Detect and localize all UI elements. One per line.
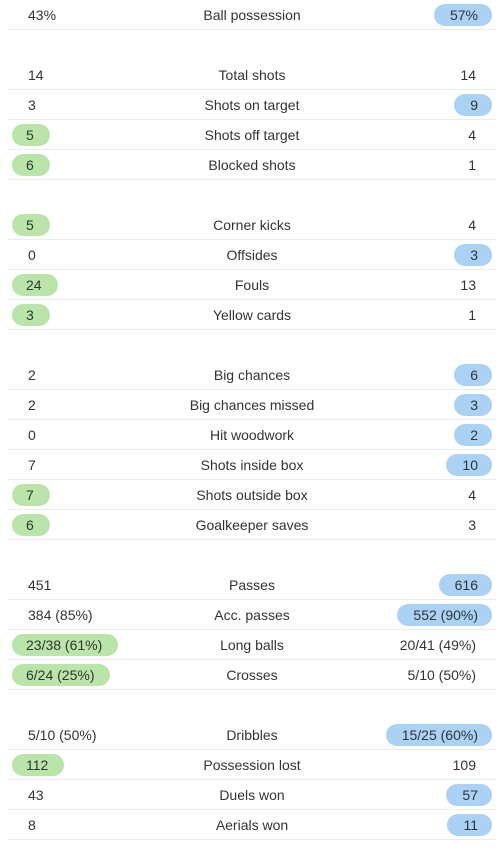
stat-group: 43% Ball possession 57% [0,0,503,30]
stat-row: 2 Big chances 6 [8,360,496,390]
stat-group: 5/10 (50%) Dribbles 15/25 (60%) 112 Possessi… [0,720,503,840]
home-value: 7 [28,457,36,473]
away-value: 6 [454,364,492,386]
stat-label: Goalkeeper saves [195,517,309,533]
home-value: 2 [28,397,36,413]
stat-label: Big chances [213,367,291,383]
home-value: 5 [12,124,50,146]
away-value: 10 [446,454,492,476]
stat-group: 14 Total shots 14 3 Shots on target 9 5 Shots o… [0,60,503,180]
home-value: 6/24 (25%) [12,664,111,686]
away-value: 9 [454,94,492,116]
home-value: 451 [28,577,52,593]
stat-label: Crosses [226,667,278,683]
home-value: 8 [28,817,36,833]
stat-label: Yellow cards [212,307,292,323]
away-value: 15/25 (60%) [385,724,492,746]
stat-label: Total shots [218,67,286,83]
stat-label: Offsides [226,247,278,263]
stat-group: 451 Passes 616 384 (85%) Acc. passes 552 (90%… [0,570,503,690]
away-value: 552 (90%) [397,604,492,626]
stat-label: Fouls [234,277,270,293]
stat-label: Big chances missed [189,397,315,413]
away-value: 3 [454,394,492,416]
home-value: 3 [12,304,50,326]
home-value: 6 [12,154,50,176]
away-value: 3 [468,517,476,533]
stat-row: 5 Shots off target 4 [8,120,496,150]
away-value: 11 [447,814,492,836]
away-value: 3 [454,244,492,266]
away-value: 1 [468,307,476,323]
stat-row: 3 Yellow cards 1 [8,300,496,330]
away-value: 109 [452,757,476,773]
away-value: 4 [468,487,476,503]
stat-row: 7 Shots inside box 10 [8,450,496,480]
home-value: 2 [28,367,36,383]
stat-row: 451 Passes 616 [8,570,496,600]
home-value: 384 (85%) [28,607,93,623]
away-value: 14 [460,67,476,83]
home-value: 7 [12,484,50,506]
stat-row: 5/10 (50%) Dribbles 15/25 (60%) [8,720,496,750]
stat-group: 5 Corner kicks 4 0 Offsides 3 24 Fouls 13 3 Yellow… [0,210,503,330]
stat-label: Long balls [220,637,284,653]
stat-label: Ball possession [203,7,301,23]
away-value: 4 [468,127,476,143]
away-value: 5/10 (50%) [407,667,476,683]
stat-row: 8 Aerials won 11 [8,810,496,840]
stat-row: 112 Possession lost 109 [8,750,496,780]
away-value: 57 [446,784,492,806]
away-value: 20/41 (49%) [399,637,476,653]
away-value: 616 [438,574,492,596]
home-value: 3 [28,97,36,113]
stat-row: 5 Corner kicks 4 [8,210,496,240]
stat-label: Shots off target [204,127,300,143]
stat-label: Aerials won [215,817,289,833]
away-value: 13 [460,277,476,293]
stat-row: 7 Shots outside box 4 [8,480,496,510]
stat-label: Shots inside box [200,457,304,473]
stat-label: Passes [229,577,275,593]
stat-label: Duels won [219,787,285,803]
stat-label: Blocked shots [208,157,296,173]
stat-row: 6 Blocked shots 1 [8,150,496,180]
away-value: 57% [433,4,492,26]
stat-row: 14 Total shots 14 [8,60,496,90]
stat-label: Dribbles [226,727,278,743]
home-value: 0 [28,427,36,443]
stat-row: 6/24 (25%) Crosses 5/10 (50%) [8,660,496,690]
home-value: 23/38 (61%) [12,634,119,656]
stat-label: Acc. passes [214,607,290,623]
stat-row: 43% Ball possession 57% [8,0,496,30]
stat-row: 23/38 (61%) Long balls 20/41 (49%) [8,630,496,660]
stat-label: Hit woodwork [209,427,295,443]
home-value: 112 [12,754,65,776]
home-value: 43% [28,7,57,23]
away-value: 2 [454,424,492,446]
stat-label: Possession lost [203,757,301,773]
stat-label: Corner kicks [213,217,291,233]
home-value: 14 [28,67,44,83]
stat-label: Shots on target [204,97,300,113]
stat-group: 2 Big chances 6 2 Big chances missed 3 0 Hit wo… [0,360,503,540]
stat-row: 384 (85%) Acc. passes 552 (90%) [8,600,496,630]
home-value: 24 [12,274,58,296]
stat-row: 2 Big chances missed 3 [8,390,496,420]
stat-row: 43 Duels won 57 [8,780,496,810]
away-value: 4 [468,217,476,233]
home-value: 43 [28,787,44,803]
stat-label: Shots outside box [196,487,308,503]
away-value: 1 [468,157,476,173]
home-value: 5/10 (50%) [28,727,97,743]
stat-row: 0 Hit woodwork 2 [8,420,496,450]
stat-row: 24 Fouls 13 [8,270,496,300]
home-value: 6 [12,514,50,536]
stat-row: 3 Shots on target 9 [8,90,496,120]
stat-row: 0 Offsides 3 [8,240,496,270]
home-value: 5 [12,214,50,236]
stat-row: 6 Goalkeeper saves 3 [8,510,496,540]
home-value: 0 [28,247,36,263]
